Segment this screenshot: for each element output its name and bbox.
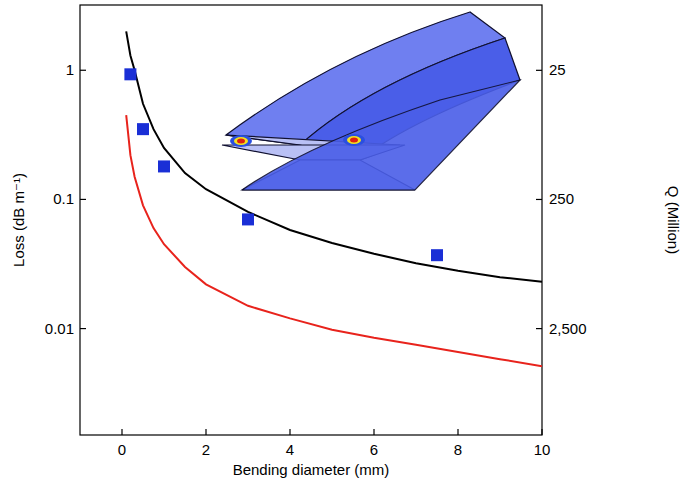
data-point: [124, 68, 136, 80]
x-tick: [457, 429, 458, 435]
y2-tick: [536, 70, 542, 71]
x-tick-label: 2: [202, 441, 210, 458]
y-tick-label: 0.1: [53, 190, 74, 207]
data-point: [137, 123, 149, 135]
y-tick: [80, 199, 86, 200]
y-tick: [80, 70, 86, 71]
y-axis-label: Loss (dB m⁻¹): [10, 173, 27, 267]
inset-shape: [242, 80, 520, 190]
x-tick: [205, 429, 206, 435]
mode-spot: [237, 139, 245, 144]
series-line: [126, 115, 542, 366]
y2-tick-label: 25: [549, 61, 566, 78]
y2-tick: [536, 199, 542, 200]
data-point: [242, 213, 254, 225]
plot-frame: [80, 5, 542, 435]
data-point: [431, 249, 443, 261]
inset-illustration: [222, 12, 520, 190]
x-tick-label: 4: [286, 441, 294, 458]
y2-tick: [536, 328, 542, 329]
y2-tick-label: 2,500: [549, 320, 587, 337]
plot-area: [124, 31, 542, 366]
x-tick-label: 0: [118, 441, 126, 458]
x-tick: [121, 429, 122, 435]
y-tick-label: 0.01: [45, 320, 74, 337]
x-axis-label: Bending diameter (mm): [233, 461, 390, 478]
x-tick: [373, 429, 374, 435]
mode-spot: [343, 134, 365, 146]
x-tick: [289, 429, 290, 435]
mode-spot: [350, 138, 358, 143]
x-tick-label: 8: [454, 441, 462, 458]
y2-axis-label: Q (Million): [665, 186, 682, 254]
mode-spot: [230, 135, 252, 147]
y2-tick-label: 250: [549, 190, 574, 207]
x-tick: [541, 429, 542, 435]
series-line: [126, 31, 542, 281]
data-point: [158, 160, 170, 172]
y-tick: [80, 328, 86, 329]
mode-spot: [234, 137, 248, 145]
y-tick-label: 1: [66, 61, 74, 78]
x-tick-label: 10: [534, 441, 551, 458]
chart: 0 2 4 6 8 10 0.01 0.1 1 25 250 2,500 Bending diamete…: [0, 0, 685, 478]
x-tick-label: 6: [370, 441, 378, 458]
mode-spot: [347, 136, 361, 144]
